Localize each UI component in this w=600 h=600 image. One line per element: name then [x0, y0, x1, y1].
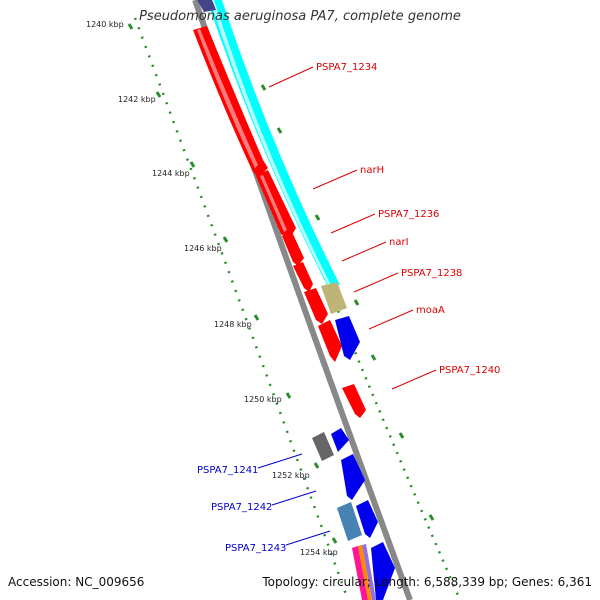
gene-blue-3: [356, 500, 378, 538]
genome-summary: Topology: circular; Length: 6,588,339 bp…: [262, 575, 592, 589]
reverse-gene-labels: PSPA7_1241 PSPA7_1242 PSPA7_1243: [197, 453, 331, 554]
kbp-label: 1254 kbp: [300, 548, 338, 557]
gene-olive-PSPA7_1238: [321, 282, 347, 314]
gene-cyan-highlight: [210, 0, 331, 285]
gene-navy: [197, 0, 216, 12]
kbp-label: 1250 kbp: [244, 395, 282, 404]
accession-label: Accession: NC_009656: [8, 575, 145, 589]
gene-cyan-PSPA7_1234: [207, 0, 340, 285]
gene-blue-1: [331, 428, 349, 452]
gene-red-7: [342, 384, 366, 418]
gene-label-PSPA7_1236: PSPA7_1236: [378, 209, 439, 220]
blue-genes: [331, 316, 395, 600]
genome-title: Pseudomonas aeruginosa PA7, complete gen…: [139, 9, 461, 24]
kbp-label: 1242 kbp: [118, 95, 156, 104]
gene-blue-4: [371, 542, 395, 600]
forward-gene-labels: PSPA7_1234 narH PSPA7_1236 narI PSPA7_12…: [268, 62, 500, 390]
kbp-label: 1248 kbp: [214, 320, 252, 329]
gene-label-PSPA7_1240: PSPA7_1240: [439, 365, 500, 376]
inner-tick-ring: [133, 17, 350, 600]
kbp-label: 1252 kbp: [272, 471, 310, 480]
gene-red-3: [282, 232, 304, 266]
outer-major-ticks: [260, 84, 435, 521]
gene-steel: [337, 502, 362, 541]
reverse-red-gene-highlights: [197, 29, 287, 232]
kbp-label: 1240 kbp: [86, 20, 124, 29]
inner-major-ticks: [127, 23, 338, 544]
gene-label-narH: narH: [360, 165, 384, 176]
gene-label-moaA: moaA: [416, 305, 445, 316]
gene-gray: [312, 432, 334, 461]
gene-red-4: [293, 262, 313, 292]
bottom-multicolor-genes: [352, 544, 376, 600]
gene-label-PSPA7_1242: PSPA7_1242: [211, 502, 272, 513]
kbp-label: 1244 kbp: [152, 169, 190, 178]
gene-label-PSPA7_1243: PSPA7_1243: [225, 543, 286, 554]
gene-blue-moaA: [335, 316, 360, 360]
gene-red-6: [318, 320, 342, 362]
gene-label-narI: narI: [389, 237, 409, 248]
gene-label-PSPA7_1238: PSPA7_1238: [401, 268, 462, 279]
gene-label-PSPA7_1241: PSPA7_1241: [197, 465, 258, 476]
gene-blue-2: [341, 454, 365, 500]
kbp-labels: 1240 kbp 1242 kbp 1244 kbp 1246 kbp 1248…: [86, 20, 338, 557]
gene-red-5: [304, 288, 328, 324]
kbp-label: 1246 kbp: [184, 244, 222, 253]
gene-label-PSPA7_1234: PSPA7_1234: [316, 62, 377, 73]
